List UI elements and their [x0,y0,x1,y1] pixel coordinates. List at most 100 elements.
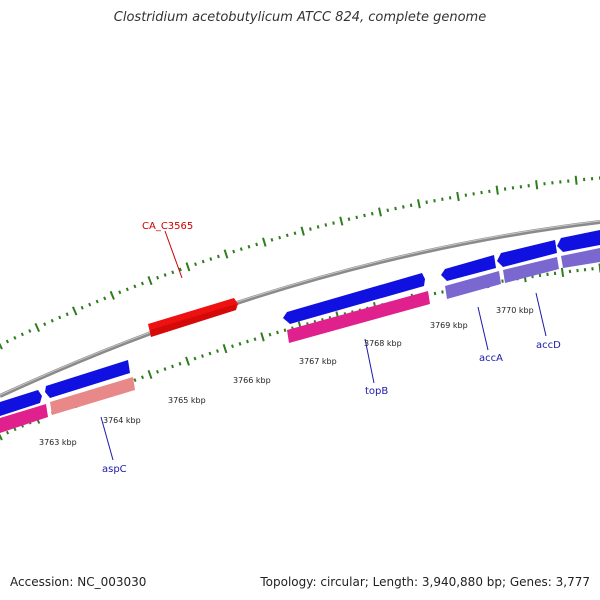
minor-tick [270,238,274,242]
minor-tick [501,279,504,283]
minor-tick [268,332,272,337]
minor-tick [171,364,174,369]
major-tick [71,306,78,316]
gene-accd-arrow[interactable] [497,240,557,267]
minor-tick [58,315,62,320]
minor-tick [156,275,160,280]
kbp-label: 3767 kbp [299,357,337,366]
minor-tick [140,281,144,286]
cds-arrow[interactable] [557,230,600,252]
minor-tick [43,322,47,327]
minor-tick [402,205,405,209]
cds-arrow[interactable] [0,390,42,416]
minor-tick [140,375,145,380]
major-tick [185,356,190,366]
gene-topb-bar[interactable] [287,291,430,343]
minor-tick [278,235,282,240]
rna-bar-purple[interactable] [561,248,600,268]
kbp-label: 3763 kbp [39,438,77,447]
minor-tick [163,273,167,277]
minor-tick [519,185,523,189]
gene-topb-arrow[interactable] [283,273,425,324]
major-tick [560,267,565,278]
minor-tick [247,244,251,249]
gene-label-acca[interactable]: accA [479,353,503,364]
minor-tick [88,302,92,307]
major-tick [300,226,305,236]
minor-tick [13,335,17,340]
minor-tick [125,287,129,292]
gene-ca-c3565-feature[interactable] [148,298,238,337]
major-tick [0,342,3,350]
minor-tick [178,267,182,272]
minor-tick [201,354,204,358]
minor-tick [208,351,212,356]
rna-bar[interactable] [0,404,48,433]
minor-tick [156,369,159,374]
minor-tick [238,341,242,346]
kbp-label: 3766 kbp [233,376,271,385]
major-tick [222,343,228,354]
minor-tick [193,356,197,361]
gene-label-accd[interactable]: accD [536,340,561,351]
minor-tick [50,318,54,323]
gene-acca-bar[interactable] [445,271,501,299]
minor-tick [283,328,287,333]
minor-tick [309,227,312,231]
minor-tick [232,249,236,254]
gene-ca-c3565-feature-shade [150,304,236,337]
minor-tick [276,330,279,335]
major-tick [147,276,153,286]
minor-tick [472,192,475,196]
kbp-label: 3765 kbp [168,396,206,405]
accession-label: Accession: NC_003030 [10,575,147,589]
minor-tick [95,299,99,304]
minor-tick [394,206,397,211]
minor-tick [448,196,452,200]
minor-tick [511,186,515,190]
minor-tick [239,247,243,252]
major-tick [495,185,499,195]
minor-tick [253,337,257,342]
minor-tick [285,233,289,238]
minor-tick [370,211,374,216]
gene-accd-bar[interactable] [503,257,559,283]
major-tick [223,249,229,259]
major-tick [456,191,460,202]
minor-tick [246,339,249,344]
kbp-label: 3770 kbp [496,306,534,315]
rna-bar-salmon[interactable] [50,377,135,415]
gene-label-ca-c3565[interactable]: CA_C3565 [142,221,193,232]
genome-title: Clostridium acetobutylicum ATCC 824, com… [113,10,487,25]
major-tick [260,332,265,342]
kbp-label: 3769 kbp [430,321,468,330]
minor-tick [103,296,107,301]
cds-arrow[interactable] [45,360,130,398]
minor-tick [231,344,234,349]
gene-label-aspc[interactable]: aspC [102,464,127,475]
minor-tick [201,259,205,264]
gene-acca-arrow[interactable] [441,255,496,281]
minor-tick [20,332,24,337]
kbp-label: 3764 kbp [103,416,141,425]
gene-label-topb[interactable]: topB [365,386,388,397]
major-tick [339,216,344,226]
minor-tick [133,378,137,382]
kbp-label: 3768 kbp [364,339,402,348]
minor-tick [441,290,444,294]
minor-tick [363,213,366,218]
minor-tick [80,305,84,310]
major-tick [0,433,3,441]
minor-tick [171,270,175,275]
minor-tick [118,290,122,295]
tick-track-lower [0,263,600,441]
major-tick [109,290,115,300]
minor-tick [433,291,437,296]
minor-tick [5,339,10,344]
major-tick [147,369,153,380]
minor-tick [409,203,413,208]
minor-tick [441,197,444,201]
minor-tick [65,312,69,317]
major-tick [262,237,267,247]
minor-tick [425,200,428,204]
